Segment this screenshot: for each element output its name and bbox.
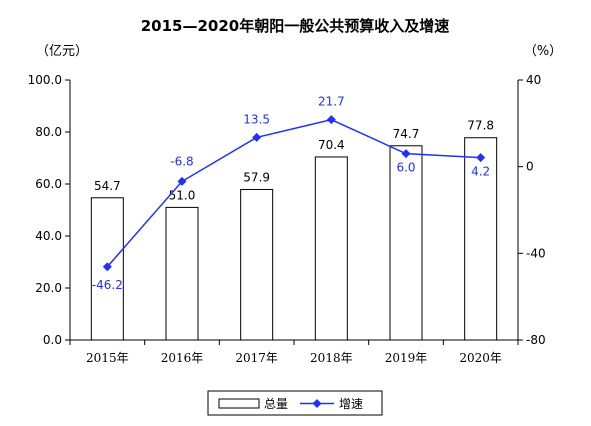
x-tick-label: 2018年 (310, 351, 353, 365)
bar-data-label: 74.7 (393, 127, 420, 141)
bar-data-label: 54.7 (94, 179, 121, 193)
x-tick-label: 2016年 (161, 351, 204, 365)
growth-point (326, 115, 336, 125)
growth-point (102, 262, 112, 272)
growth-point (252, 132, 262, 142)
chart-title: 2015—2020年朝阳一般公共预算收入及增速 (141, 17, 450, 35)
x-tick-label: 2020年 (459, 351, 502, 365)
growth-point (476, 153, 486, 163)
x-tick-label: 2019年 (385, 351, 428, 365)
right-axis-unit: （%） (524, 44, 562, 59)
right-tick-label: -80 (526, 333, 546, 347)
left-tick-label: 0.0 (43, 333, 62, 347)
bar (314, 156, 348, 341)
left-axis-unit: （亿元） (36, 44, 88, 59)
right-tick-label: -40 (526, 246, 546, 260)
right-tick-label: 40 (526, 73, 541, 87)
growth-data-label: 13.5 (243, 112, 270, 126)
bar-data-label: 70.4 (318, 138, 345, 152)
bar (165, 206, 199, 341)
bar-data-label: 77.8 (467, 119, 494, 133)
growth-data-label: -46.2 (92, 278, 123, 292)
x-tick-label: 2017年 (235, 351, 278, 365)
left-tick-label: 100.0 (28, 73, 62, 87)
bar (464, 137, 498, 341)
left-tick-label: 60.0 (35, 177, 62, 191)
right-tick-label: 0 (526, 160, 534, 174)
growth-point (401, 149, 411, 159)
left-tick-label: 80.0 (35, 125, 62, 139)
bar-data-label: 57.9 (243, 170, 270, 184)
growth-point (177, 176, 187, 186)
left-tick-label: 40.0 (35, 229, 62, 243)
x-tick-label: 2015年 (86, 351, 129, 365)
legend-line-label: 增速 (339, 397, 363, 411)
plot-area: 0.0 20.0 40.0 60.0 80.0 100.0 -80 -40 0 40 2015年 20… (28, 73, 546, 365)
legend-line-marker (312, 399, 322, 408)
legend-bar-label: 总量 (264, 397, 288, 411)
bar (240, 188, 274, 341)
growth-data-label: 6.0 (396, 161, 415, 175)
bar-data-label: 51.0 (169, 188, 196, 202)
legend: 总量 增速 (207, 390, 383, 416)
bar (389, 145, 423, 341)
growth-data-label: 21.7 (318, 95, 345, 109)
legend-border (207, 390, 383, 416)
legend-bar-swatch (218, 398, 260, 409)
left-tick-label: 20.0 (35, 281, 62, 295)
growth-line (106, 118, 481, 268)
growth-data-label: 4.2 (471, 165, 490, 179)
growth-data-label: -6.8 (170, 154, 193, 168)
